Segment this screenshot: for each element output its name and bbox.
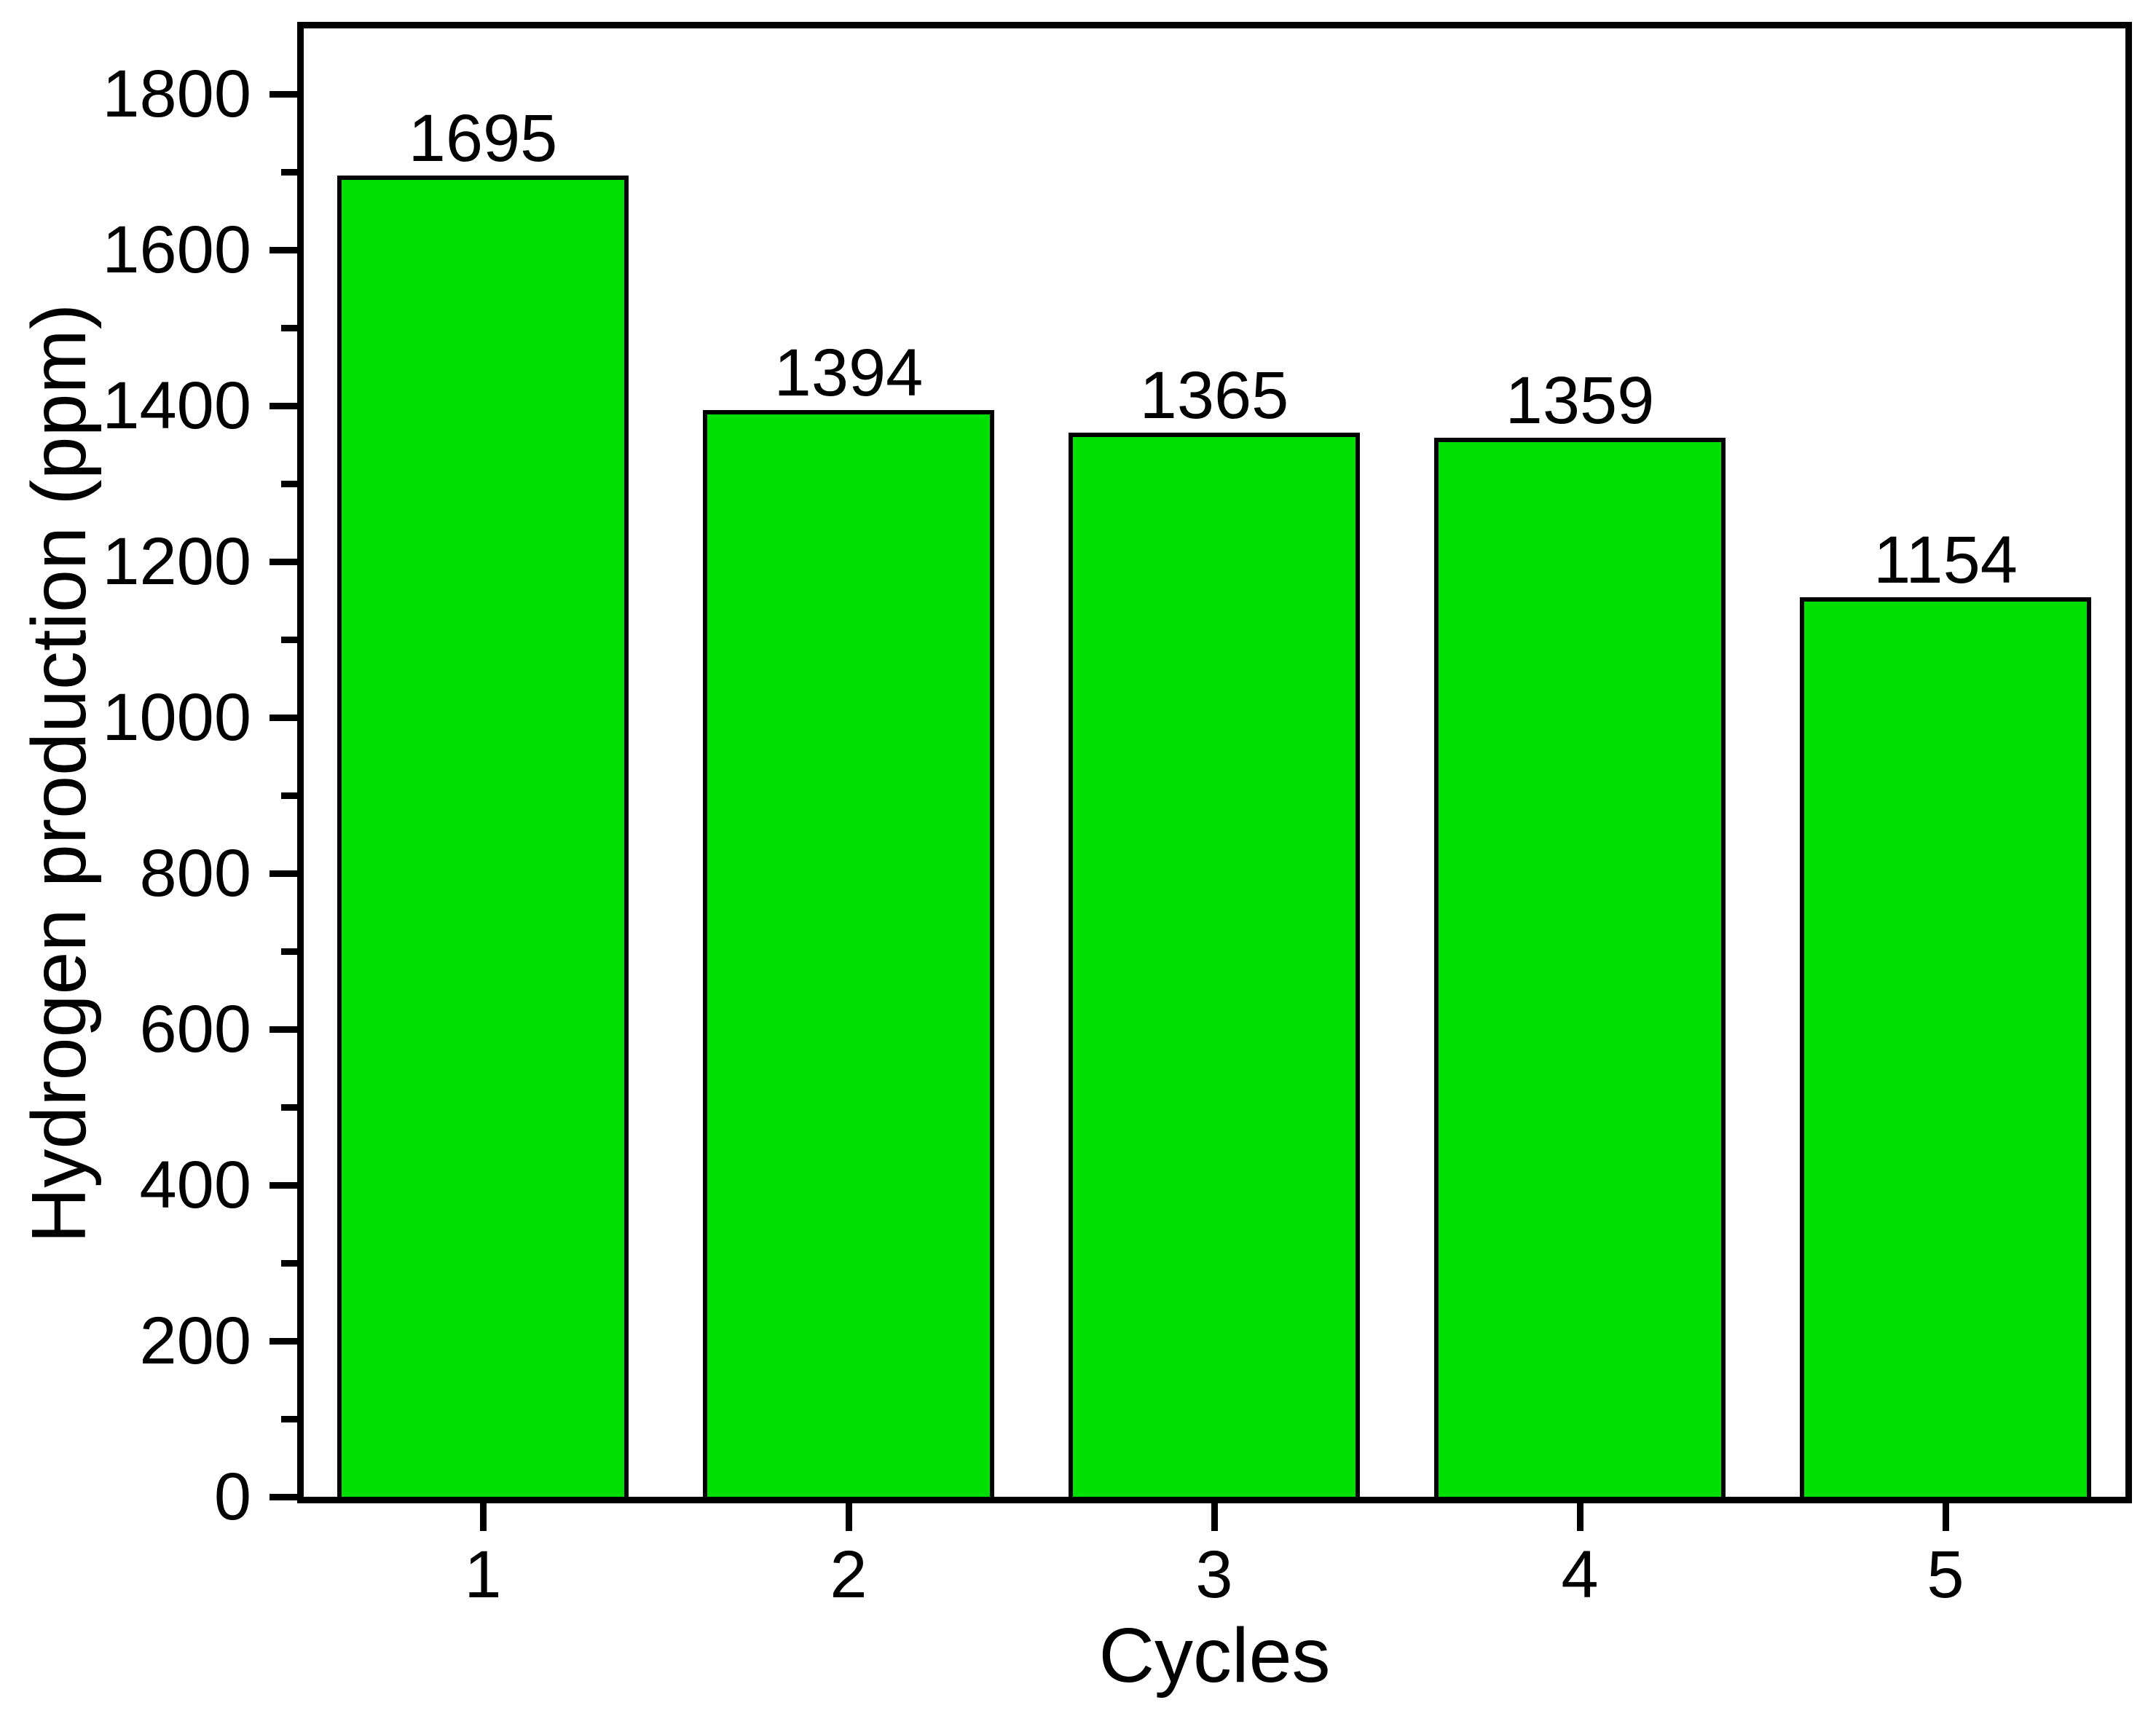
bar-cycle-3 xyxy=(1069,433,1360,1497)
y-axis-tick-label: 400 xyxy=(139,1148,252,1222)
x-axis-major-tick xyxy=(1211,1503,1218,1531)
x-axis-major-tick xyxy=(846,1503,852,1531)
x-axis-tick-label: 3 xyxy=(1195,1538,1233,1612)
y-axis-tick-label: 1000 xyxy=(102,680,251,755)
y-axis-tick-label: 1400 xyxy=(102,369,251,443)
y-axis-tick-label: 1600 xyxy=(102,213,251,287)
bar-value-label: 1394 xyxy=(774,336,924,410)
x-axis-major-tick xyxy=(1943,1503,1949,1531)
y-axis-tick-label: 1200 xyxy=(102,524,251,599)
plot-area xyxy=(297,22,2132,1503)
y-axis-tick-label: 0 xyxy=(213,1460,251,1534)
y-axis-minor-tick xyxy=(281,169,297,176)
y-axis-tick-label: 800 xyxy=(139,836,252,910)
y-axis-minor-tick xyxy=(281,1260,297,1267)
x-axis-tick-label: 1 xyxy=(464,1538,502,1612)
x-axis-tick-label: 5 xyxy=(1927,1538,1964,1612)
y-axis-minor-tick xyxy=(281,948,297,955)
bar-value-label: 1365 xyxy=(1139,358,1289,433)
y-axis-major-tick xyxy=(270,870,297,877)
y-axis-major-tick xyxy=(270,1338,297,1345)
y-axis-major-tick xyxy=(270,1494,297,1500)
y-axis-tick-label: 200 xyxy=(139,1304,252,1378)
bar-cycle-2 xyxy=(703,410,994,1497)
y-axis-minor-tick xyxy=(281,1104,297,1111)
x-axis-title: Cycles xyxy=(1098,1613,1331,1699)
bar-cycle-5 xyxy=(1800,597,2091,1497)
y-axis-major-tick xyxy=(270,91,297,98)
y-axis-tick-label: 1800 xyxy=(102,57,251,131)
bar-value-label: 1695 xyxy=(408,101,558,176)
y-axis-tick-label: 600 xyxy=(139,992,252,1066)
y-axis-minor-tick xyxy=(281,792,297,799)
y-axis-minor-tick xyxy=(281,481,297,487)
x-axis-major-tick xyxy=(480,1503,487,1531)
bar-value-label: 1154 xyxy=(1873,523,2018,597)
x-axis-tick-label: 4 xyxy=(1561,1538,1599,1612)
x-axis-major-tick xyxy=(1577,1503,1583,1531)
y-axis-major-tick xyxy=(270,403,297,409)
y-axis-minor-tick xyxy=(281,1416,297,1422)
y-axis-major-tick xyxy=(270,1026,297,1033)
bars-layer xyxy=(304,28,2125,1497)
y-axis-major-tick xyxy=(270,559,297,565)
x-axis-tick-label: 2 xyxy=(830,1538,867,1612)
bar-value-label: 1359 xyxy=(1505,363,1655,438)
y-axis-minor-tick xyxy=(281,325,297,331)
y-axis-major-tick xyxy=(270,715,297,721)
bar-cycle-1 xyxy=(337,176,629,1497)
y-axis-major-tick xyxy=(270,247,297,253)
y-axis-minor-tick xyxy=(281,637,297,643)
bar-cycle-4 xyxy=(1434,438,1726,1497)
y-axis-major-tick xyxy=(270,1182,297,1189)
